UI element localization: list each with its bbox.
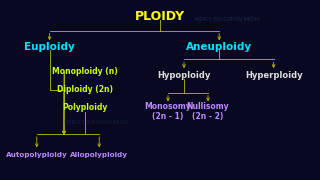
Text: Diploidy (2n): Diploidy (2n) — [57, 86, 113, 94]
Text: Hypoploidy: Hypoploidy — [157, 71, 211, 80]
Text: Allopolyploidy: Allopolyploidy — [70, 152, 128, 158]
Text: MERCY EDUCATION MEDIA: MERCY EDUCATION MEDIA — [64, 120, 128, 125]
Text: PLOIDY: PLOIDY — [135, 10, 185, 23]
Text: Hyperploidy: Hyperploidy — [245, 71, 302, 80]
Text: Monoploidy (n): Monoploidy (n) — [52, 68, 118, 76]
Text: Autopolyploidy: Autopolyploidy — [6, 152, 68, 158]
Text: Nullisomy
(2n - 2): Nullisomy (2n - 2) — [187, 102, 229, 121]
Text: Polyploidy: Polyploidy — [62, 103, 108, 112]
Text: Euploidy: Euploidy — [24, 42, 75, 52]
Text: Aneuploidy: Aneuploidy — [186, 42, 252, 52]
Text: MERCY EDUCATION MEDIA: MERCY EDUCATION MEDIA — [195, 17, 260, 22]
Text: Monosomy
(2n - 1): Monosomy (2n - 1) — [145, 102, 191, 121]
